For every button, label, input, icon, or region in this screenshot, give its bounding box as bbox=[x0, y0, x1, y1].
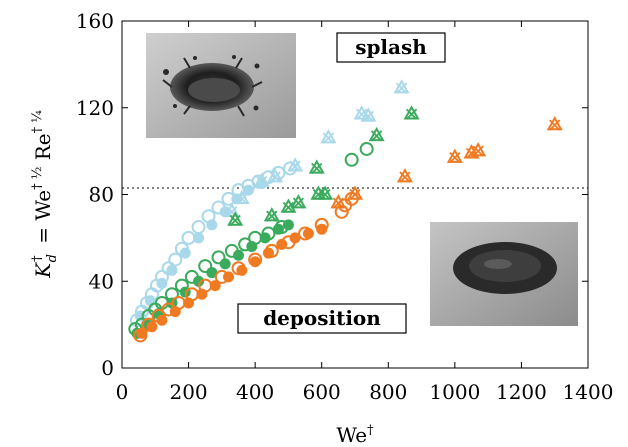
deposition-label: deposition bbox=[263, 306, 381, 330]
data-point-triangle-cross bbox=[308, 159, 325, 175]
data-point-circle-filled bbox=[219, 258, 231, 270]
data-point-circle-filled bbox=[169, 306, 181, 318]
y-axis-title: K†d = We† ½ Re† ¼ bbox=[30, 110, 60, 279]
data-point-circle-filled bbox=[316, 223, 328, 235]
data-point-circle-filled bbox=[206, 219, 218, 231]
x-tick-label: 1400 bbox=[563, 380, 614, 404]
data-point-circle-filled bbox=[233, 249, 244, 261]
data-point-triangle-cross bbox=[320, 129, 337, 144]
data-point-circle-filled bbox=[262, 247, 274, 259]
x-tick-label: 400 bbox=[236, 380, 274, 404]
data-point-circle-filled bbox=[276, 238, 288, 250]
y-axis-ticks: 0 40 80 120 160 bbox=[76, 9, 588, 380]
data-point-triangle-cross bbox=[393, 79, 410, 94]
data-point-circle-filled bbox=[209, 280, 221, 292]
data-point-circle-filled bbox=[289, 232, 301, 244]
y-tick-label: 40 bbox=[89, 269, 114, 293]
data-point-triangle-cross bbox=[280, 198, 297, 214]
data-point-triangle-cross bbox=[267, 168, 284, 183]
data-point-circle-open bbox=[191, 220, 206, 235]
data-point-circle-filled bbox=[236, 264, 248, 276]
data-point-circle-open bbox=[168, 252, 183, 267]
data-point-triangle-cross bbox=[233, 189, 250, 205]
splash-inset-image bbox=[146, 33, 296, 138]
splash-label-box: splash bbox=[336, 32, 446, 63]
x-tick-label: 1200 bbox=[496, 380, 547, 404]
data-point-circle-filled bbox=[196, 288, 208, 300]
svg-text:K†d = We† ½ Re† ¼: K†d = We† ½ Re† ¼ bbox=[30, 110, 60, 279]
data-point-circle-filled bbox=[223, 271, 235, 283]
data-point-triangle-cross bbox=[403, 105, 420, 120]
data-point-circle-filled bbox=[259, 232, 271, 244]
data-point-triangle-cross bbox=[330, 194, 347, 209]
data-point-circle-filled bbox=[206, 267, 218, 279]
data-point-triangle-cross bbox=[546, 116, 563, 131]
data-point-triangle-cross bbox=[227, 211, 244, 227]
data-point-circle-filled bbox=[272, 223, 284, 235]
x-tick-label: 800 bbox=[369, 380, 407, 404]
y-tick-label: 160 bbox=[76, 9, 114, 33]
data-point-triangle-cross bbox=[446, 148, 463, 164]
data-point-triangle-cross bbox=[396, 168, 413, 183]
deposition-inset-image bbox=[430, 222, 578, 326]
data-point-triangle-cross bbox=[290, 194, 307, 209]
data-point-circle-open bbox=[359, 141, 374, 156]
deposition-label-box: deposition bbox=[237, 303, 407, 334]
data-point-circle-filled bbox=[242, 184, 254, 196]
data-point-circle-filled bbox=[246, 241, 258, 253]
x-tick-label: 0 bbox=[116, 380, 129, 404]
data-markers bbox=[128, 79, 563, 343]
data-point-circle-open bbox=[198, 259, 213, 274]
data-point-circle-open bbox=[271, 165, 286, 180]
data-point-circle-filled bbox=[302, 228, 314, 240]
y-tick-label: 0 bbox=[101, 356, 114, 380]
x-tick-label: 1000 bbox=[429, 380, 480, 404]
x-tick-label: 200 bbox=[169, 380, 207, 404]
data-point-circle-filled bbox=[166, 264, 178, 276]
data-point-triangle-cross bbox=[470, 142, 487, 157]
x-axis-ticks: 0 200 400 600 800 1000 1200 1400 bbox=[116, 21, 614, 404]
data-point-triangle-cross bbox=[360, 107, 377, 123]
y-tick-label: 120 bbox=[76, 96, 114, 120]
y-tick-label: 80 bbox=[89, 183, 114, 207]
data-point-circle-filled bbox=[282, 219, 294, 231]
data-point-circle-filled bbox=[249, 256, 261, 268]
data-point-circle-filled bbox=[193, 232, 205, 244]
data-point-triangle-cross bbox=[253, 172, 270, 188]
data-point-circle-filled bbox=[146, 321, 158, 333]
data-point-triangle-cross bbox=[346, 185, 364, 201]
data-point-circle-filled bbox=[193, 275, 205, 287]
data-point-circle-filled bbox=[136, 327, 148, 339]
data-point-triangle-cross bbox=[263, 207, 280, 222]
data-point-circle-open bbox=[211, 250, 226, 265]
data-point-triangle-cross bbox=[368, 126, 385, 142]
x-axis-title: We† bbox=[336, 423, 374, 447]
x-tick-label: 600 bbox=[303, 380, 341, 404]
data-point-circle-filled bbox=[179, 247, 191, 259]
splash-label: splash bbox=[355, 35, 427, 59]
data-point-circle-filled bbox=[183, 297, 195, 309]
data-point-circle-filled bbox=[156, 277, 168, 289]
data-point-triangle-cross bbox=[287, 157, 304, 172]
data-point-circle-filled bbox=[156, 314, 168, 326]
data-point-triangle-cross bbox=[317, 185, 334, 201]
data-point-circle-open bbox=[181, 230, 196, 245]
data-point-circle-open bbox=[344, 152, 359, 167]
